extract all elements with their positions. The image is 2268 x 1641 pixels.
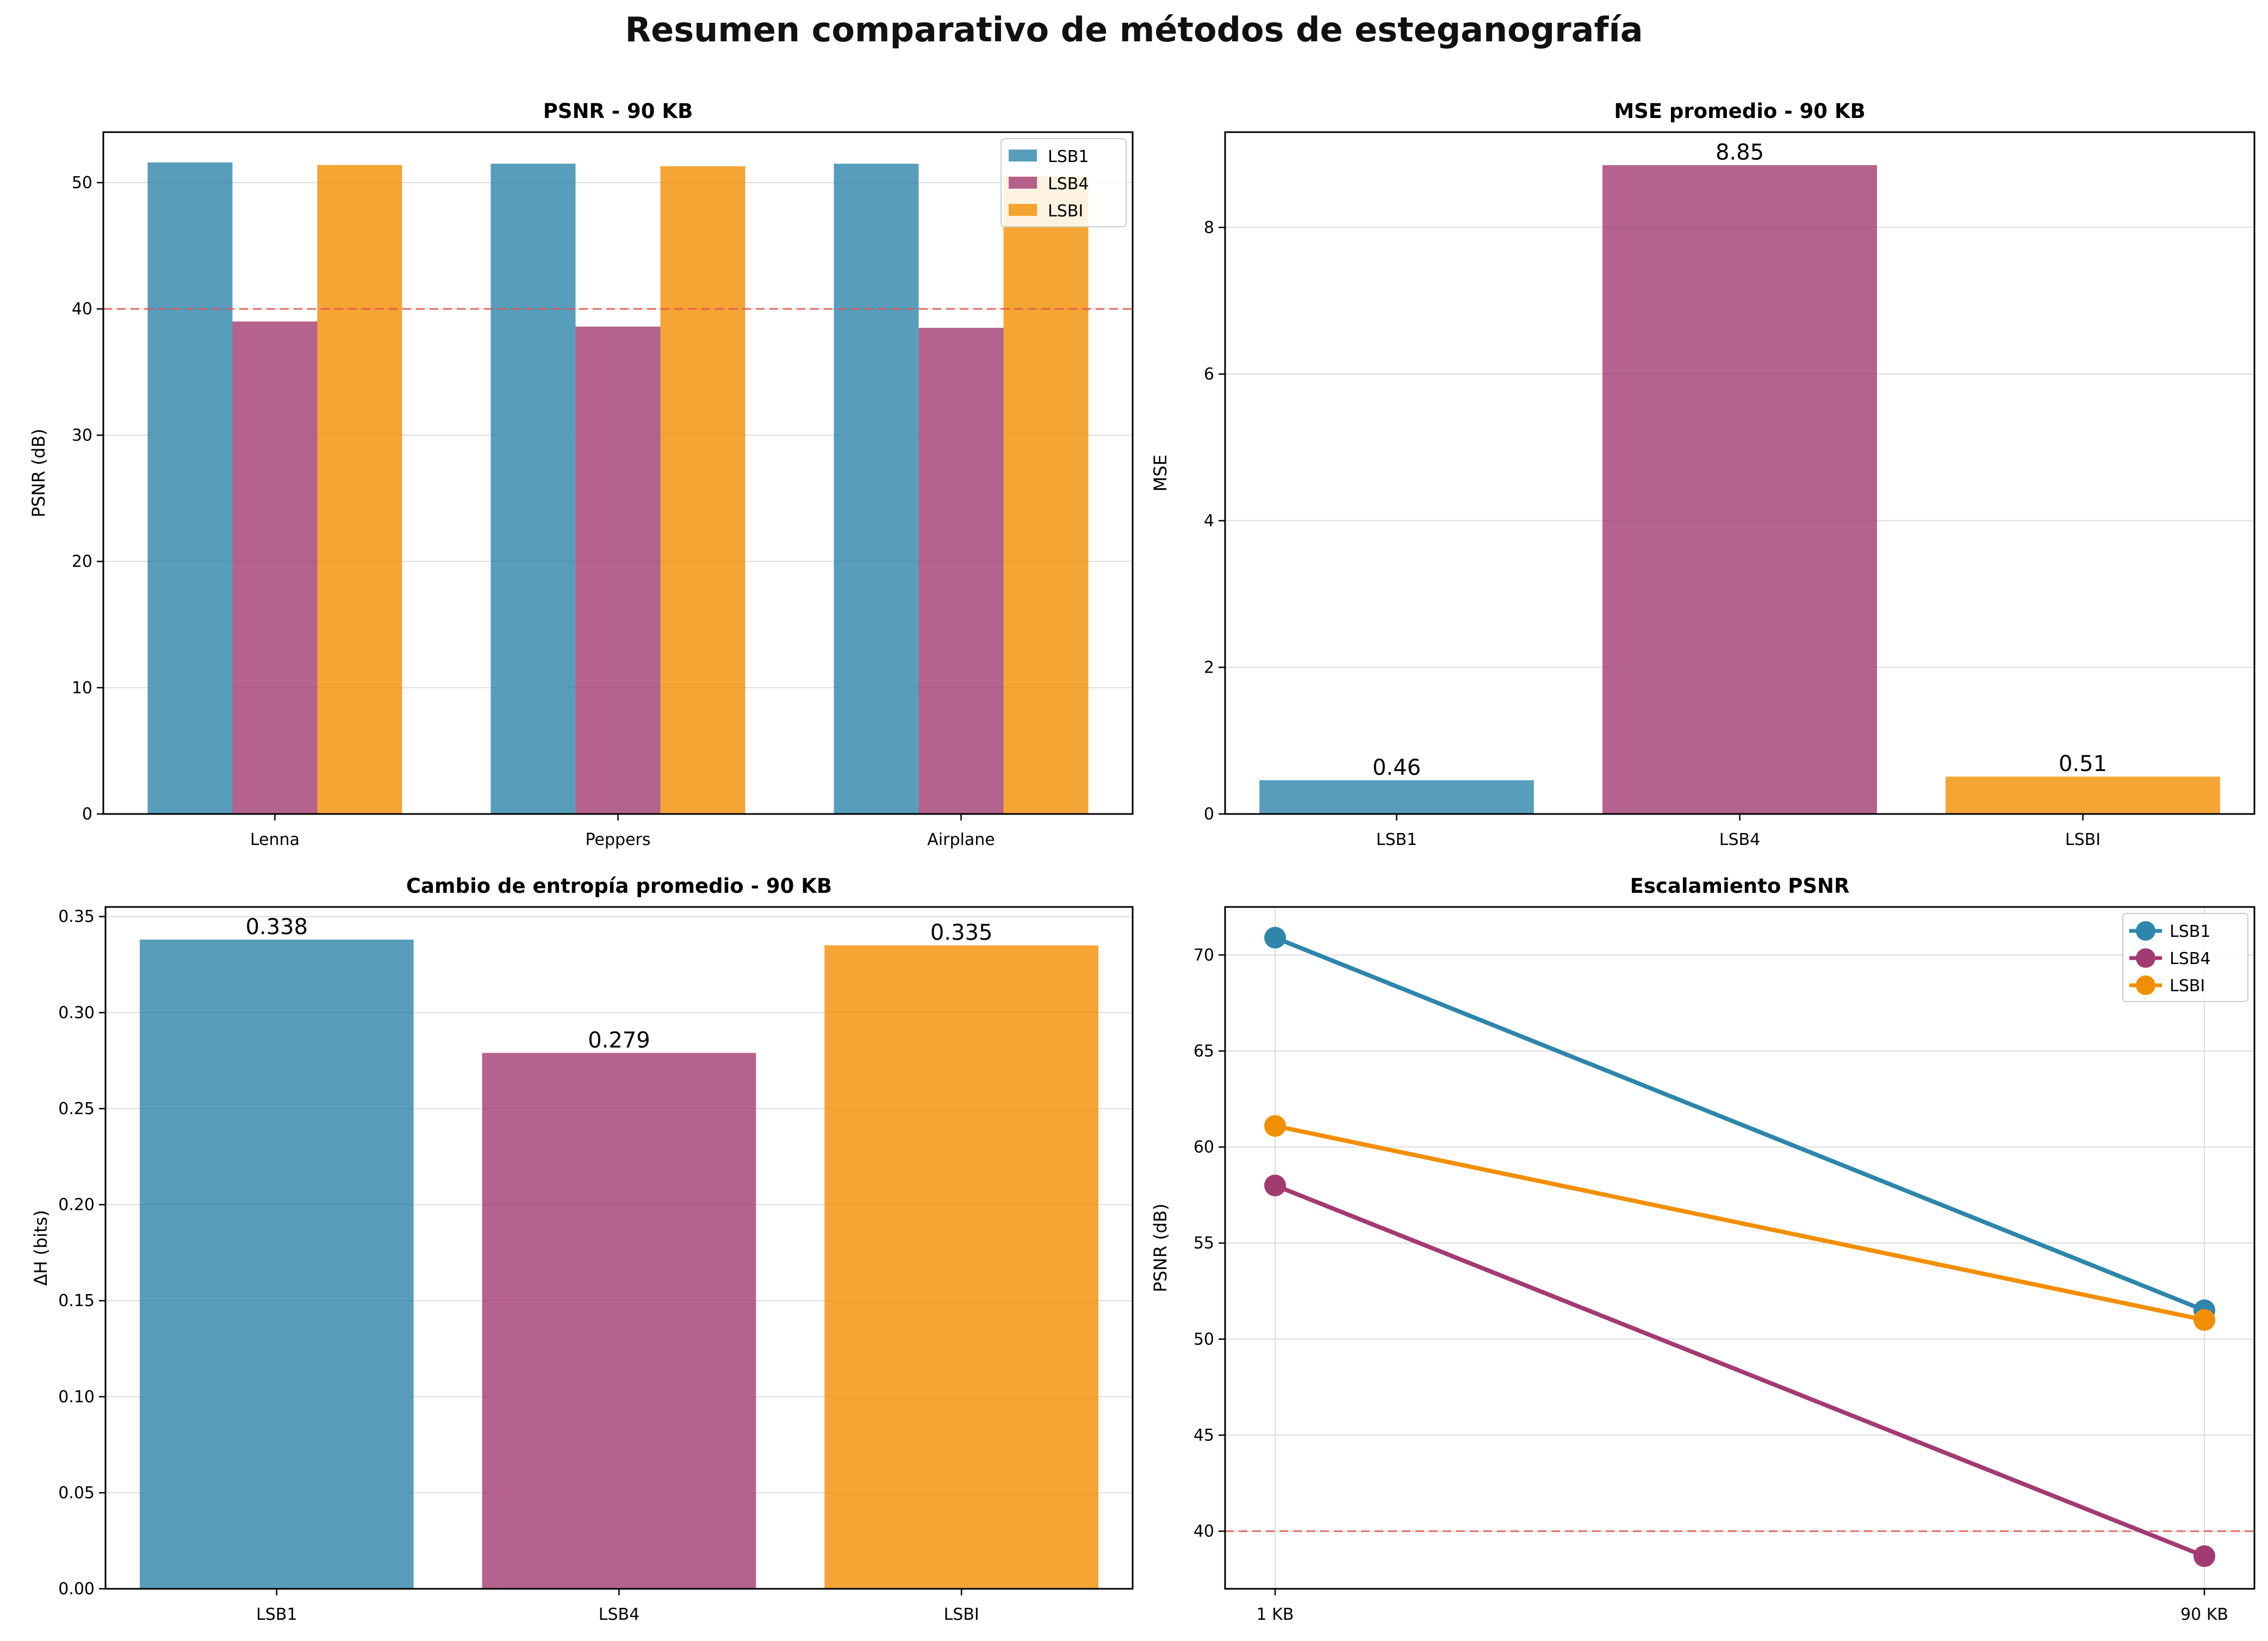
bar-lsbi — [1946, 776, 2220, 814]
y-tick-label: 70 — [1194, 946, 1214, 965]
bar-lsb1 — [1259, 780, 1534, 814]
x-tick-label: 1 KB — [1257, 1605, 1294, 1624]
legend-label: LSBI — [2170, 977, 2205, 996]
legend-swatch — [1009, 177, 1037, 189]
y-tick-label: 2 — [1204, 658, 1214, 677]
axes-frame — [104, 906, 1134, 1590]
y-tick-label: 60 — [1194, 1138, 1214, 1157]
series-line-lsb4 — [1274, 1183, 2205, 1558]
x-tick-label: LSB4 — [599, 1605, 639, 1624]
y-tick-label: 0.05 — [58, 1483, 95, 1502]
y-tick-label: 0.25 — [58, 1099, 95, 1118]
bar-lsb1 — [139, 940, 414, 1589]
y-tick-label: 0.15 — [58, 1291, 95, 1310]
legend-marker — [2136, 975, 2155, 995]
bar-lsb4 — [482, 1053, 756, 1589]
legend-label: LSB4 — [2170, 949, 2210, 968]
point-lsb4 — [1264, 1174, 1286, 1197]
axes-frame — [1224, 906, 2255, 1590]
y-tick-label: 40 — [1194, 1522, 1214, 1541]
y-tick-label: 55 — [1194, 1234, 1214, 1253]
bar-lsb4 — [232, 321, 318, 814]
axes-frame — [1224, 131, 2255, 815]
y-tick-label: 8 — [1204, 218, 1214, 237]
legend-swatch — [1009, 204, 1037, 216]
data-label: 0.335 — [930, 921, 993, 946]
panel-psnr: 0 10 20 30 40 50 PSNR - 90 KB PSNR (dB) Lenna Pep… — [28, 100, 1134, 849]
legend-label: LSBI — [1048, 202, 1083, 221]
bar-lsb1 — [834, 164, 919, 814]
bar-lsbi — [317, 165, 402, 814]
series-line-lsbi — [1275, 1123, 2205, 1322]
y-tick-label: 6 — [1204, 365, 1214, 384]
panel-mse: 0 2 4 6 8 MSE promedio - 90 KB MSE 0.46 LSB1 8.85… — [1150, 100, 2255, 849]
legend-label: LSB1 — [1048, 147, 1089, 166]
bar-lsbi — [660, 166, 745, 815]
bar-lsbi — [1003, 176, 1089, 814]
y-tick-label: 40 — [72, 300, 92, 319]
y-tick-label: 0.10 — [58, 1388, 95, 1407]
point-lsb4 — [2194, 1545, 2215, 1567]
data-label: 0.338 — [246, 915, 308, 940]
data-label: 0.46 — [1372, 755, 1421, 780]
bar-lsbi — [824, 945, 1099, 1589]
y-axis-label: ΔH (bits) — [30, 1210, 51, 1286]
y-axis-label: MSE — [1150, 455, 1171, 492]
axes-frame — [102, 131, 1134, 815]
x-tick-label: Airplane — [927, 830, 995, 849]
data-label: 0.51 — [2059, 751, 2107, 776]
panel-entropy: 0.00 0.05 0.10 0.15 0.20 0.25 0.30 0.35 Cambio d… — [30, 874, 1134, 1624]
x-tick-label: LSBI — [2065, 830, 2101, 849]
legend-swatch — [1009, 150, 1037, 161]
data-label: 8.85 — [1716, 140, 1764, 165]
y-tick-label: 0.00 — [58, 1580, 95, 1599]
y-tick-label: 0.20 — [58, 1196, 95, 1215]
legend-marker — [2136, 921, 2155, 941]
y-tick-label: 50 — [72, 173, 92, 192]
y-tick-label: 4 — [1204, 512, 1214, 531]
axes-title: Escalamiento PSNR — [1630, 874, 1850, 898]
x-tick-label: 90 KB — [2180, 1605, 2228, 1624]
axes-title: PSNR - 90 KB — [543, 100, 693, 123]
x-tick-label: Lenna — [250, 830, 300, 849]
x-tick-label: LSB1 — [1376, 830, 1417, 849]
x-tick-label: Peppers — [586, 830, 651, 849]
legend-marker — [2136, 948, 2155, 968]
point-lsb1 — [1264, 927, 1286, 949]
point-lsbi — [2194, 1309, 2215, 1331]
bar-lsb4 — [918, 327, 1004, 814]
panel-scaling: 40 45 50 55 60 65 70 Escalamiento PSNR PSNR (dB)… — [1150, 874, 2255, 1624]
axes-title: Cambio de entropía promedio - 90 KB — [406, 874, 832, 898]
y-axis-label: PSNR (dB) — [1150, 1203, 1171, 1292]
y-tick-label: 20 — [72, 552, 92, 571]
y-axis-label: PSNR (dB) — [28, 428, 49, 517]
y-tick-label: 0.35 — [58, 907, 95, 927]
figure-title: Resumen comparativo de métodos de estega… — [625, 10, 1643, 49]
axes-title: MSE promedio - 90 KB — [1614, 100, 1865, 123]
series-line-lsb1 — [1274, 935, 2205, 1313]
x-tick-label: LSBI — [944, 1605, 979, 1624]
bar-lsb4 — [575, 326, 661, 814]
bar-lsb1 — [147, 162, 233, 814]
bar-lsb1 — [490, 164, 576, 814]
y-tick-label: 65 — [1194, 1042, 1214, 1061]
y-tick-label: 0.30 — [58, 1003, 95, 1022]
y-tick-label: 0 — [1204, 805, 1214, 824]
x-tick-label: LSB4 — [1719, 830, 1760, 849]
data-label: 0.279 — [588, 1028, 650, 1053]
y-tick-label: 50 — [1194, 1330, 1214, 1349]
y-tick-label: 45 — [1194, 1426, 1214, 1445]
point-lsbi — [1264, 1115, 1286, 1137]
y-tick-label: 10 — [72, 679, 92, 698]
x-tick-label: LSB1 — [256, 1605, 297, 1624]
legend-label: LSB4 — [1048, 175, 1089, 194]
bar-lsb4 — [1602, 165, 1877, 814]
y-tick-label: 30 — [72, 426, 92, 445]
y-tick-label: 0 — [82, 805, 92, 824]
legend-label: LSB1 — [2170, 922, 2210, 941]
